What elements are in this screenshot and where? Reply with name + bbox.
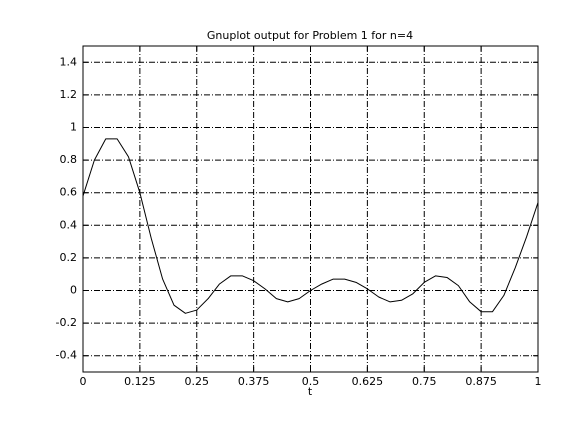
x-axis-label: t bbox=[308, 385, 313, 398]
x-tick-label: 0.75 bbox=[412, 375, 437, 388]
y-tick-label: 0 bbox=[70, 284, 77, 297]
x-tick-label: 0.375 bbox=[238, 375, 270, 388]
chart-title: Gnuplot output for Problem 1 for n=4 bbox=[207, 29, 413, 42]
x-tick-label: 0 bbox=[80, 375, 87, 388]
y-tick-label: -0.4 bbox=[56, 349, 77, 362]
x-tick-label: 0.625 bbox=[352, 375, 384, 388]
plot-frame bbox=[82, 45, 539, 373]
y-tick-label: 0.2 bbox=[60, 251, 78, 264]
data-line bbox=[82, 138, 539, 314]
y-tick-label: 0.8 bbox=[60, 153, 78, 166]
x-tick-label: 0.5 bbox=[302, 375, 320, 388]
y-tick-label: 1 bbox=[70, 121, 77, 134]
x-tick-label: 0.875 bbox=[465, 375, 497, 388]
x-tick-label: 0.25 bbox=[185, 375, 210, 388]
x-tick-label: 0.125 bbox=[124, 375, 156, 388]
y-tick-label: 0.4 bbox=[60, 218, 78, 231]
y-tick-label: 0.6 bbox=[60, 186, 78, 199]
x-tick-label: 1 bbox=[535, 375, 542, 388]
y-tick-label: 1.4 bbox=[60, 55, 78, 68]
y-tick-label: 1.2 bbox=[60, 88, 78, 101]
y-tick-label: -0.2 bbox=[56, 316, 77, 329]
